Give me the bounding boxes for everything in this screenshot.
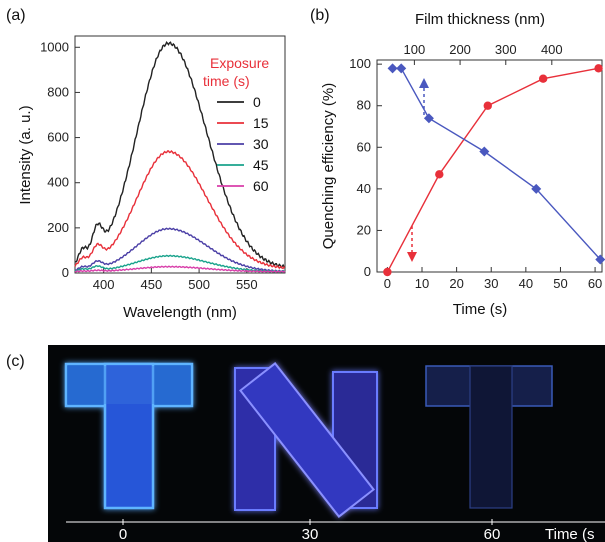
spectrum-plot-frame xyxy=(74,35,286,274)
panel-label-a: (a) xyxy=(6,7,26,24)
data-point-thickness xyxy=(531,183,542,194)
photo-time-tick-label: 0 xyxy=(119,526,127,542)
series-line-quenching xyxy=(386,67,599,273)
photo-time-tick-label: 30 xyxy=(302,526,319,542)
quenching-plot-frame xyxy=(376,59,603,273)
spectrum-y-tick-label: 600 xyxy=(47,130,69,145)
quenching-x-tick-label: 40 xyxy=(519,276,533,291)
spectrum-y-axis-label: Intensity (a. u.) xyxy=(17,105,34,204)
spectrum-x-tick-label: 550 xyxy=(236,277,258,292)
spectrum-y-tick-label: 200 xyxy=(47,220,69,235)
spectrum-series-0 xyxy=(75,41,286,269)
letter-t-0s xyxy=(64,362,194,510)
legend-entry-label: 45 xyxy=(253,157,269,173)
spectrum-x-tick-label: 500 xyxy=(188,277,210,292)
quenching-x-tick-label: 0 xyxy=(384,276,391,291)
data-point-thickness xyxy=(423,113,434,124)
spectrum-series-30 xyxy=(74,227,286,273)
spectrum-x-tick-label: 400 xyxy=(93,277,115,292)
data-point-thickness xyxy=(479,146,490,157)
spectrum-legend: Exposure time (s) 0 15 30 45 60 xyxy=(203,55,269,194)
thickness-x-tick-label: 200 xyxy=(449,42,471,57)
data-point-quenching xyxy=(594,64,603,73)
spectrum-series-60 xyxy=(75,265,286,273)
data-point-quenching xyxy=(483,101,492,110)
quenching-x-tick-label: 20 xyxy=(449,276,463,291)
legend-entry-label: 30 xyxy=(253,136,269,152)
thickness-arrow xyxy=(419,78,429,115)
quenching-x-tick-label: 10 xyxy=(415,276,429,291)
quenching-y-tick-label: 40 xyxy=(357,181,371,196)
data-point-quenching xyxy=(435,170,444,179)
panel-label-b: (b) xyxy=(310,7,330,24)
panel-label-c: (c) xyxy=(6,353,25,370)
quenching-y-tick-label: 0 xyxy=(364,264,371,279)
letter-n-30s xyxy=(234,362,378,518)
quenching-arrow xyxy=(407,226,417,262)
quenching-x-tick-label: 60 xyxy=(588,276,602,291)
legend-entry-label: 0 xyxy=(253,94,261,110)
spectrum-y-tick-label: 0 xyxy=(62,265,69,280)
quenching-x-axis-label: Time (s) xyxy=(453,301,507,318)
spectrum-y-tick-label: 400 xyxy=(47,175,69,190)
thickness-x-tick-label: 100 xyxy=(404,42,426,57)
data-point-thickness xyxy=(396,63,407,74)
legend-entry-label: 15 xyxy=(253,115,269,131)
top-x-axis-label: Film thickness (nm) xyxy=(415,11,545,28)
thickness-x-tick-label: 300 xyxy=(495,42,517,57)
legend-title-line1: Exposure xyxy=(210,55,269,71)
spectrum-y-tick-label: 800 xyxy=(47,84,69,99)
photo-time-axis-label: Time (s xyxy=(545,526,594,542)
quenching-y-tick-label: 20 xyxy=(357,222,371,237)
data-point-thickness xyxy=(387,63,398,74)
quenching-y-tick-label: 60 xyxy=(357,139,371,154)
quenching-y-tick-label: 100 xyxy=(349,56,371,71)
data-point-quenching xyxy=(383,267,392,277)
quenching-x-tick-label: 50 xyxy=(553,276,567,291)
legend-title-line2: time (s) xyxy=(203,73,250,89)
data-point-quenching xyxy=(538,74,548,83)
quenching-y-tick-label: 80 xyxy=(357,98,371,113)
photo-time-tick-label: 60 xyxy=(484,526,501,542)
thickness-x-tick-label: 400 xyxy=(541,42,563,57)
spectrum-x-tick-label: 450 xyxy=(141,277,163,292)
spectrum-x-axis-label: Wavelength (nm) xyxy=(123,304,237,321)
spectrum-y-tick-label: 1000 xyxy=(40,39,69,54)
legend-entry-label: 60 xyxy=(253,178,269,194)
quenching-y-axis-label: Quenching efficiency (%) xyxy=(320,83,337,249)
data-point-thickness xyxy=(595,254,605,265)
quenching-x-tick-label: 30 xyxy=(484,276,498,291)
letter-t-60s xyxy=(425,365,553,509)
spectrum-series-15 xyxy=(74,149,286,270)
tnt-photo: 0 30 60 Time (s xyxy=(48,345,605,542)
